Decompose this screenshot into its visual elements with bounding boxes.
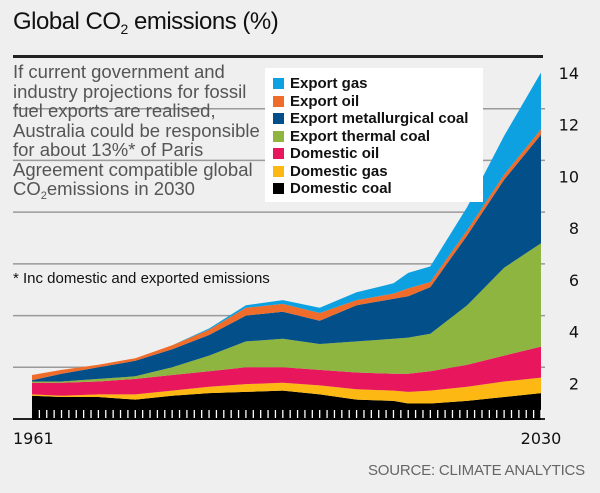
area-domestic-coal	[32, 390, 541, 419]
area-export-thermal-coal	[32, 243, 541, 383]
legend-item: Export metallurgical coal	[265, 110, 483, 128]
y-tick-label: 6	[569, 271, 579, 290]
legend-label: Export gas	[290, 75, 368, 93]
legend-item: Domestic oil	[265, 145, 483, 163]
intro-end: emissions in 2030	[46, 178, 195, 199]
legend-item: Domestic coal	[265, 180, 483, 198]
legend-item: Export oil	[265, 93, 483, 111]
x-tick-label: 1961	[13, 429, 54, 448]
intro-subscript: 2	[40, 190, 47, 202]
legend-label: Domestic gas	[290, 162, 388, 180]
intro-main: If current government and industry proje…	[13, 61, 260, 199]
y-tick-label: 10	[559, 167, 579, 186]
legend: Export gas Export oil Export metallurgical…	[265, 68, 483, 202]
legend-item: Domestic gas	[265, 163, 483, 181]
axes	[13, 418, 545, 420]
legend-item: Export thermal coal	[265, 128, 483, 146]
intro-text: If current government and industry proje…	[13, 62, 263, 207]
y-tick-label: 12	[559, 116, 579, 135]
y-tick-label: 14	[559, 64, 579, 83]
legend-swatch	[273, 95, 284, 107]
y-tick-label: 4	[569, 323, 579, 342]
footnote: * Inc domestic and exported emissions	[13, 270, 270, 287]
source-credit: SOURCE: CLIMATE ANALYTICS	[368, 462, 585, 479]
legend-label: Domestic coal	[290, 180, 392, 198]
legend-label: Export metallurgical coal	[290, 110, 469, 128]
x-tick-labels: 1961 2030	[13, 429, 561, 448]
x-axis-base	[32, 418, 541, 420]
area-layers	[32, 72, 541, 419]
y-tick-labels: 2 4 6 8 10 12 14	[559, 64, 579, 393]
area-domestic-gas	[32, 377, 541, 404]
legend-swatch	[273, 78, 284, 90]
area-domestic-oil	[32, 346, 541, 396]
legend-item: Export gas	[265, 75, 483, 93]
y-tick-label: 2	[569, 374, 579, 393]
year-ticks	[38, 410, 542, 418]
legend-swatch	[273, 130, 284, 142]
legend-swatch	[273, 113, 284, 125]
legend-swatch	[273, 165, 284, 177]
title-rule	[13, 55, 543, 58]
title-suffix: emissions (%)	[127, 8, 279, 35]
chart-title: Global CO2 emissions (%)	[13, 8, 279, 37]
legend-swatch	[273, 183, 284, 195]
x-tick-label: 2030	[521, 429, 562, 448]
legend-label: Domestic oil	[290, 145, 380, 163]
legend-label: Export thermal coal	[290, 127, 431, 145]
title-subscript: 2	[120, 21, 129, 37]
y-tick-label: 8	[569, 219, 579, 238]
legend-label: Export oil	[290, 92, 360, 110]
title-prefix: Global CO	[13, 8, 121, 35]
area-export-metallurgical-coal	[32, 134, 541, 382]
legend-swatch	[273, 148, 284, 160]
